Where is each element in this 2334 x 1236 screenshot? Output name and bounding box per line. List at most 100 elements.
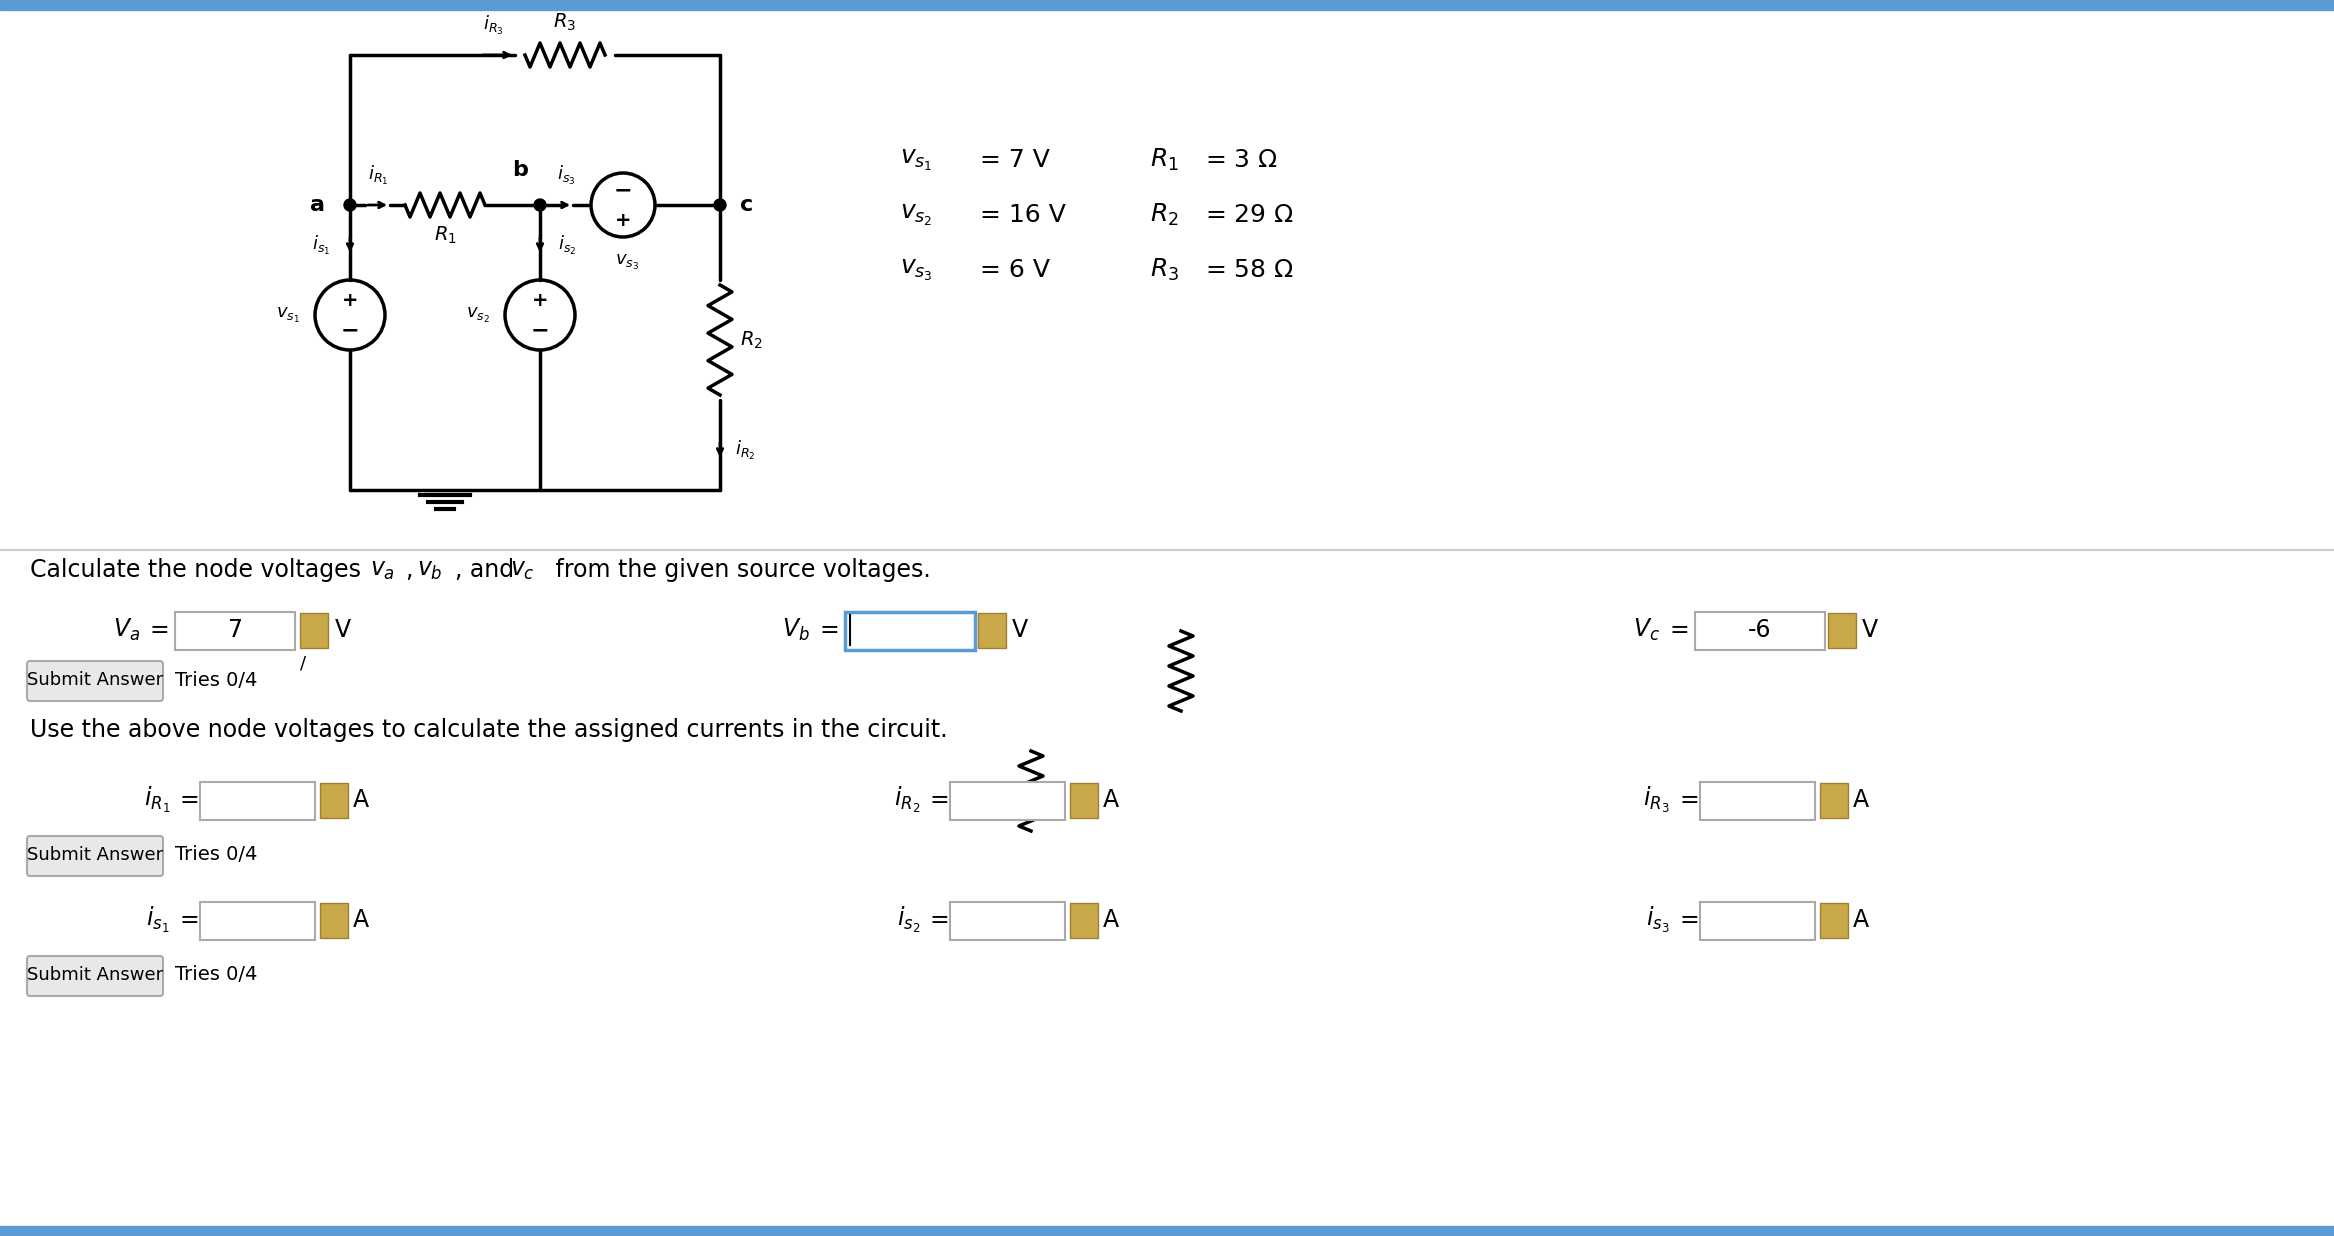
Text: , and: , and (455, 557, 513, 582)
Bar (175, 612, 294, 650)
Text: $i_{s_1}$: $i_{s_1}$ (313, 234, 329, 257)
Bar (201, 782, 315, 819)
Text: $v_c$: $v_c$ (511, 557, 534, 582)
Text: $R_1$: $R_1$ (434, 225, 457, 246)
FancyBboxPatch shape (28, 661, 163, 701)
Text: = 3 $\Omega$: = 3 $\Omega$ (1204, 148, 1279, 172)
Text: $i_{R_3}$: $i_{R_3}$ (1643, 785, 1671, 815)
Text: =: = (180, 789, 201, 812)
Text: V: V (1863, 618, 1879, 641)
Text: V: V (1013, 618, 1027, 641)
Text: Tries 0/4: Tries 0/4 (175, 670, 257, 690)
Text: $v_{s_3}$: $v_{s_3}$ (614, 253, 640, 272)
Text: = 6 V: = 6 V (980, 258, 1050, 282)
Text: $i_{s_3}$: $i_{s_3}$ (558, 164, 574, 187)
Text: =: = (1680, 789, 1699, 812)
Text: =: = (180, 908, 201, 932)
Text: $i_{s_2}$: $i_{s_2}$ (558, 234, 576, 257)
Text: $V_c$: $V_c$ (1634, 617, 1659, 643)
Bar (1699, 782, 1816, 819)
Text: +: + (614, 210, 630, 230)
FancyBboxPatch shape (28, 836, 163, 876)
Text: c: c (740, 195, 754, 215)
Circle shape (714, 199, 726, 211)
Bar (845, 612, 976, 650)
Text: $i_{R_1}$: $i_{R_1}$ (369, 164, 387, 187)
Text: a: a (310, 195, 324, 215)
Text: A: A (1853, 789, 1870, 812)
Circle shape (343, 199, 357, 211)
Text: $v_{s_1}$: $v_{s_1}$ (275, 305, 301, 325)
Bar (978, 613, 1006, 648)
Text: =: = (929, 789, 950, 812)
Text: V: V (336, 618, 350, 641)
Text: $v_{s_3}$: $v_{s_3}$ (901, 257, 934, 283)
Text: $V_a$: $V_a$ (112, 617, 140, 643)
Text: =: = (819, 618, 840, 641)
Text: $R_1$: $R_1$ (1151, 147, 1179, 173)
Bar (1069, 904, 1097, 938)
Bar (1821, 782, 1849, 818)
Bar (0, 1226, 2334, 1236)
Bar (301, 613, 329, 648)
Text: $V_b$: $V_b$ (782, 617, 810, 643)
Text: A: A (352, 789, 369, 812)
Text: A: A (352, 908, 369, 932)
Text: A: A (1104, 789, 1118, 812)
Text: = 7 V: = 7 V (980, 148, 1050, 172)
Text: /: / (301, 654, 306, 672)
FancyBboxPatch shape (28, 955, 163, 996)
Text: $i_{R_2}$: $i_{R_2}$ (894, 785, 920, 815)
Text: $i_{s_3}$: $i_{s_3}$ (1645, 905, 1671, 936)
Text: +: + (532, 290, 548, 309)
Text: = 58 $\Omega$: = 58 $\Omega$ (1204, 258, 1293, 282)
Text: A: A (1853, 908, 1870, 932)
Bar (320, 782, 348, 818)
Text: $i_{R_3}$: $i_{R_3}$ (483, 14, 504, 37)
Text: Submit Answer: Submit Answer (28, 845, 163, 864)
Text: $v_a$: $v_a$ (371, 557, 394, 582)
Text: $R_3$: $R_3$ (553, 11, 576, 33)
Bar (1828, 613, 1856, 648)
Text: −: − (341, 320, 359, 340)
Text: Tries 0/4: Tries 0/4 (175, 965, 257, 985)
Text: 7: 7 (226, 618, 243, 641)
Text: +: + (341, 290, 357, 309)
Text: −: − (614, 180, 633, 200)
Text: =: = (149, 618, 170, 641)
Text: $i_{s_2}$: $i_{s_2}$ (896, 905, 920, 936)
Bar (0, 0, 2334, 10)
Bar (320, 904, 348, 938)
Text: from the given source voltages.: from the given source voltages. (548, 557, 931, 582)
Text: $v_{s_1}$: $v_{s_1}$ (901, 147, 934, 173)
Text: $i_{R_1}$: $i_{R_1}$ (145, 785, 170, 815)
Text: Use the above node voltages to calculate the assigned currents in the circuit.: Use the above node voltages to calculate… (30, 718, 948, 742)
Text: −: − (530, 320, 548, 340)
Text: Calculate the node voltages: Calculate the node voltages (30, 557, 369, 582)
Bar (950, 782, 1064, 819)
Text: Submit Answer: Submit Answer (28, 967, 163, 984)
Bar (201, 902, 315, 941)
Text: $v_{s_2}$: $v_{s_2}$ (901, 203, 931, 227)
Text: Submit Answer: Submit Answer (28, 671, 163, 688)
Text: $R_3$: $R_3$ (1151, 257, 1179, 283)
Text: $i_{s_1}$: $i_{s_1}$ (147, 905, 170, 936)
Text: $i_{R_2}$: $i_{R_2}$ (735, 439, 756, 461)
Text: =: = (1680, 908, 1699, 932)
Bar (1699, 902, 1816, 941)
Text: = 29 $\Omega$: = 29 $\Omega$ (1204, 203, 1293, 227)
Text: $R_2$: $R_2$ (1151, 201, 1179, 229)
Text: $v_{s_2}$: $v_{s_2}$ (467, 305, 490, 325)
Text: b: b (511, 159, 527, 180)
Text: = 16 V: = 16 V (980, 203, 1067, 227)
Bar (1069, 782, 1097, 818)
Bar (950, 902, 1064, 941)
Bar (1694, 612, 1825, 650)
Text: $v_b$: $v_b$ (418, 557, 443, 582)
Text: ,: , (406, 557, 413, 582)
Text: $R_2$: $R_2$ (740, 329, 763, 351)
Circle shape (534, 199, 546, 211)
Bar (1821, 904, 1849, 938)
Text: A: A (1104, 908, 1118, 932)
Text: =: = (1671, 618, 1690, 641)
